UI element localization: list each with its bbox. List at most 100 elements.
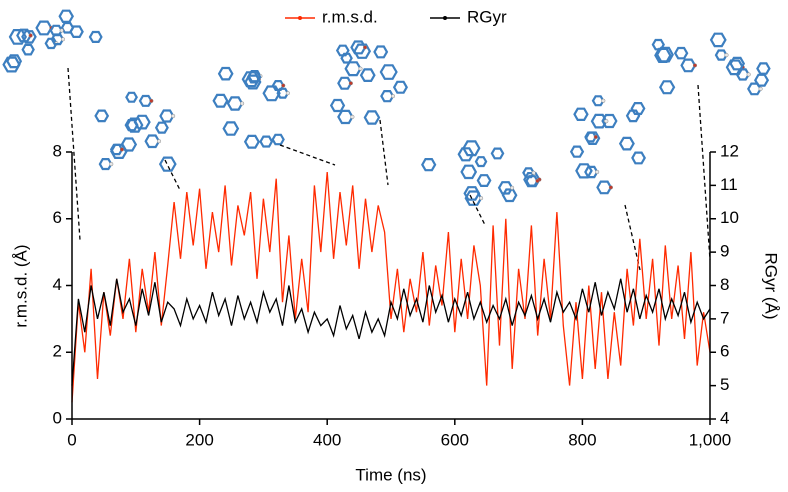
ring	[337, 109, 354, 125]
ring	[125, 117, 144, 133]
y2-tick-label: 4	[720, 408, 729, 427]
x-tick-label: 800	[568, 430, 596, 449]
atom	[363, 45, 368, 50]
ring	[244, 74, 262, 90]
x-tick-label: 200	[185, 430, 213, 449]
ring	[625, 109, 641, 123]
ring	[569, 145, 585, 158]
ring	[573, 107, 589, 122]
y2-tick-label: 11	[720, 175, 738, 194]
ring	[69, 25, 84, 39]
leader-line	[469, 194, 486, 226]
molecule-images	[2, 9, 771, 206]
ring	[601, 113, 618, 129]
atom	[285, 91, 290, 96]
ring	[729, 56, 746, 71]
ring	[596, 180, 613, 195]
ring	[212, 93, 229, 108]
ring	[756, 62, 771, 75]
y2-axis-title: RGyr (Å)	[762, 252, 781, 319]
atom	[479, 196, 484, 201]
ring	[379, 64, 398, 80]
ring	[575, 163, 593, 179]
y-tick-label: 0	[53, 408, 62, 427]
ring	[49, 24, 63, 37]
y-tick-label: 4	[53, 275, 62, 294]
ring	[340, 52, 353, 64]
ring	[474, 156, 488, 168]
ring	[490, 147, 505, 160]
x-tick-label: 400	[313, 430, 341, 449]
atom	[240, 101, 245, 106]
ring	[725, 59, 745, 76]
ring	[457, 147, 475, 162]
leader-lines	[67, 67, 711, 271]
y2-tick-label: 9	[720, 242, 729, 261]
series-line	[71, 278, 711, 386]
atom	[28, 33, 33, 38]
ring	[525, 175, 539, 187]
leader-line	[697, 84, 711, 261]
atom	[604, 119, 609, 124]
ring	[630, 101, 646, 116]
ring	[522, 167, 535, 179]
molecule	[2, 9, 103, 73]
ring	[21, 30, 37, 44]
atom	[171, 113, 176, 119]
ring	[271, 133, 285, 146]
ring	[421, 158, 437, 172]
ring	[259, 135, 274, 148]
ring	[709, 32, 727, 48]
ring	[159, 109, 175, 123]
ring	[217, 66, 234, 81]
leader-line	[67, 67, 81, 241]
atom	[595, 169, 600, 175]
legend-label: RGyr	[467, 7, 507, 26]
ring	[158, 156, 177, 172]
ring	[124, 118, 139, 132]
ring	[154, 121, 169, 134]
atom	[510, 185, 515, 190]
molecule	[329, 40, 408, 125]
ring	[380, 89, 395, 103]
ring	[618, 136, 635, 151]
ring	[584, 165, 599, 179]
ring	[735, 68, 750, 81]
ring	[655, 46, 674, 63]
ring	[246, 70, 262, 84]
atom	[358, 66, 363, 71]
ring	[58, 9, 74, 23]
molecule	[94, 91, 177, 172]
ring	[363, 110, 381, 125]
ring	[243, 134, 260, 149]
ring	[271, 79, 285, 92]
atom	[535, 178, 540, 183]
ring	[262, 85, 281, 102]
ring	[463, 186, 481, 201]
ring	[631, 151, 646, 165]
ring	[673, 46, 689, 60]
ring	[98, 158, 113, 171]
ring	[392, 80, 408, 94]
ring	[138, 94, 153, 107]
ring	[222, 121, 240, 136]
atom	[348, 81, 353, 86]
atom	[758, 86, 763, 91]
ring	[21, 43, 35, 56]
ring	[226, 96, 244, 111]
leader-line	[279, 144, 336, 166]
x-tick-label: 0	[67, 430, 76, 449]
ring	[125, 91, 138, 103]
ring	[44, 37, 58, 50]
ring	[110, 143, 128, 159]
atom	[109, 162, 114, 167]
ring	[460, 164, 478, 180]
ring	[497, 181, 514, 195]
ring	[88, 30, 103, 44]
x-tick-label: 600	[441, 430, 469, 449]
ring	[335, 44, 350, 57]
ring	[584, 131, 597, 143]
ring	[35, 20, 53, 36]
x-axis-title: Time (ns)	[355, 465, 426, 484]
